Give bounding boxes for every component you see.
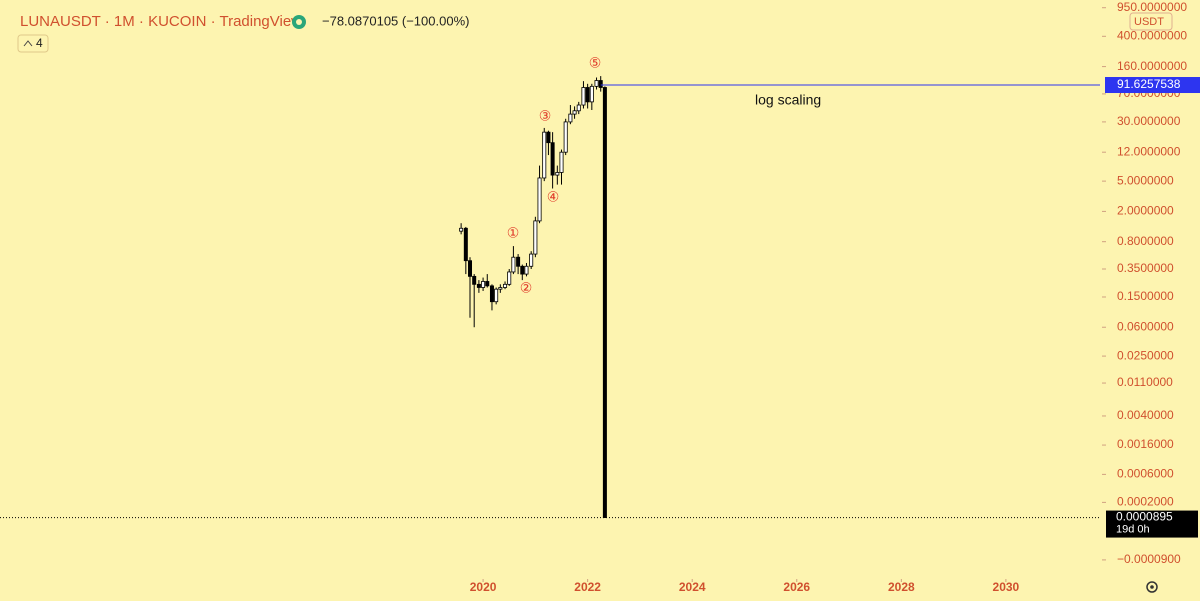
candle-body (581, 87, 586, 106)
y-tick-label: 0.1500000 (1117, 289, 1174, 303)
wave-label: ③ (539, 108, 552, 124)
candles (459, 76, 607, 518)
chevron (23, 40, 33, 47)
candle-body (507, 271, 512, 285)
y-tick-label: 950.0000000 (1117, 0, 1187, 14)
y-tick-label: 400.0000000 (1117, 28, 1187, 42)
last-price-box (1106, 510, 1198, 538)
x-tick-label: 2028 (888, 580, 915, 594)
countdown-label: 19d 0h (1116, 523, 1150, 535)
x-tick-label: 2022 (574, 580, 601, 594)
candle-body (481, 281, 486, 288)
y-tick-label: −0.0000900 (1117, 552, 1181, 566)
gear-hub (1150, 585, 1154, 589)
candle-body (463, 227, 468, 262)
indicator-count: 4 (36, 36, 43, 50)
wave-label: ④ (547, 189, 560, 205)
y-tick-label: 30.0000000 (1117, 114, 1181, 128)
status-dot-inner (296, 19, 302, 25)
y-tick-label: 0.0110000 (1117, 375, 1173, 389)
price-label-box (1105, 77, 1200, 94)
candle-body (485, 281, 490, 287)
wave-label: ⑤ (589, 55, 602, 71)
x-tick-label: 2030 (993, 580, 1020, 594)
annotation: log scaling (755, 92, 821, 108)
wave-label: ① (507, 225, 520, 241)
y-tick-label: 0.3500000 (1117, 261, 1174, 275)
gear (1146, 581, 1158, 593)
candle-body (529, 253, 534, 267)
candle-body (511, 256, 516, 273)
candle-body (594, 80, 599, 87)
chart-title: LUNAUSDT · 1M · KUCOIN · TradingView (20, 13, 302, 30)
candle-body (546, 131, 551, 144)
candle-body (498, 287, 503, 290)
candle-body (472, 275, 477, 285)
wave-label: ② (520, 280, 533, 296)
y-tick-label: 0.0002000 (1117, 495, 1174, 509)
candle-body (494, 288, 499, 303)
candle-body (537, 177, 542, 222)
y-tick-label: 5.0000000 (1117, 173, 1174, 187)
candle-body (542, 131, 547, 179)
settings-icon[interactable] (1146, 581, 1158, 593)
candle-body (468, 260, 473, 277)
candle-body (602, 87, 607, 518)
candle-body (572, 110, 577, 115)
currency-button[interactable] (1129, 12, 1173, 31)
candle-body (585, 87, 590, 103)
candle-body (598, 80, 603, 88)
candle-body (550, 142, 555, 176)
candle-body (563, 121, 568, 153)
candle-body (559, 151, 564, 173)
change-label: −78.0870105 (−100.00%) (322, 13, 469, 28)
x-tick-label: 2020 (470, 580, 497, 594)
x-tick-label: 2026 (783, 580, 810, 594)
indicator-toggle[interactable] (17, 34, 49, 53)
y-tick-label: 0.0006000 (1117, 467, 1174, 481)
candle-body (520, 265, 525, 275)
candle-body (489, 285, 494, 303)
last-price-label: 0.0000895 (1116, 510, 1173, 524)
y-tick-label: 12.0000000 (1117, 144, 1181, 158)
candle-body (503, 283, 508, 288)
candle-body (589, 85, 594, 103)
candle-body (524, 265, 529, 275)
y-tick-label: 2.0000000 (1117, 204, 1174, 218)
candle-body (576, 104, 581, 112)
candle-body (533, 220, 538, 255)
candle-body (476, 283, 481, 288)
price-label: 91.6257538 (1117, 77, 1181, 91)
y-tick-label: 160.0000000 (1117, 59, 1187, 73)
y-tick-label: 0.0250000 (1117, 348, 1174, 362)
candle-body (459, 227, 464, 232)
y-tick-label: 0.0600000 (1117, 319, 1174, 333)
y-tick-label: 0.0040000 (1117, 408, 1174, 422)
x-tick-label: 2024 (679, 580, 706, 594)
currency: USDT (1134, 16, 1164, 28)
candle-body (568, 113, 573, 123)
y-tick-label: 0.8000000 (1117, 234, 1174, 248)
candle-body (555, 172, 560, 176)
candle-body (516, 256, 521, 267)
y-tick-label: 0.0016000 (1117, 437, 1174, 451)
